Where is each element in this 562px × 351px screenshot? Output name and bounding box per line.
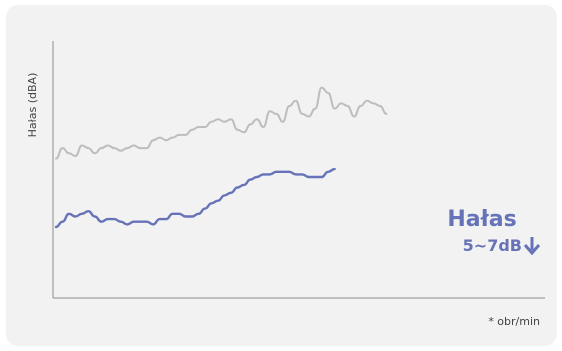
series-line-1 [56,88,387,159]
chart-card: Hałas (dBA) Hałas 5~7dB * obr/min [6,5,557,346]
series-layer [56,88,387,227]
series-line-2 [56,169,335,227]
unit-note: * obr/min [488,315,540,328]
noise-chart: Hałas (dBA) Hałas 5~7dB * obr/min [6,5,557,346]
arrow-down-icon [525,237,539,253]
callout-title: Hałas [447,207,516,232]
y-axis-label: Hałas (dBA) [26,73,39,138]
callout-value: 5~7dB [463,236,522,255]
